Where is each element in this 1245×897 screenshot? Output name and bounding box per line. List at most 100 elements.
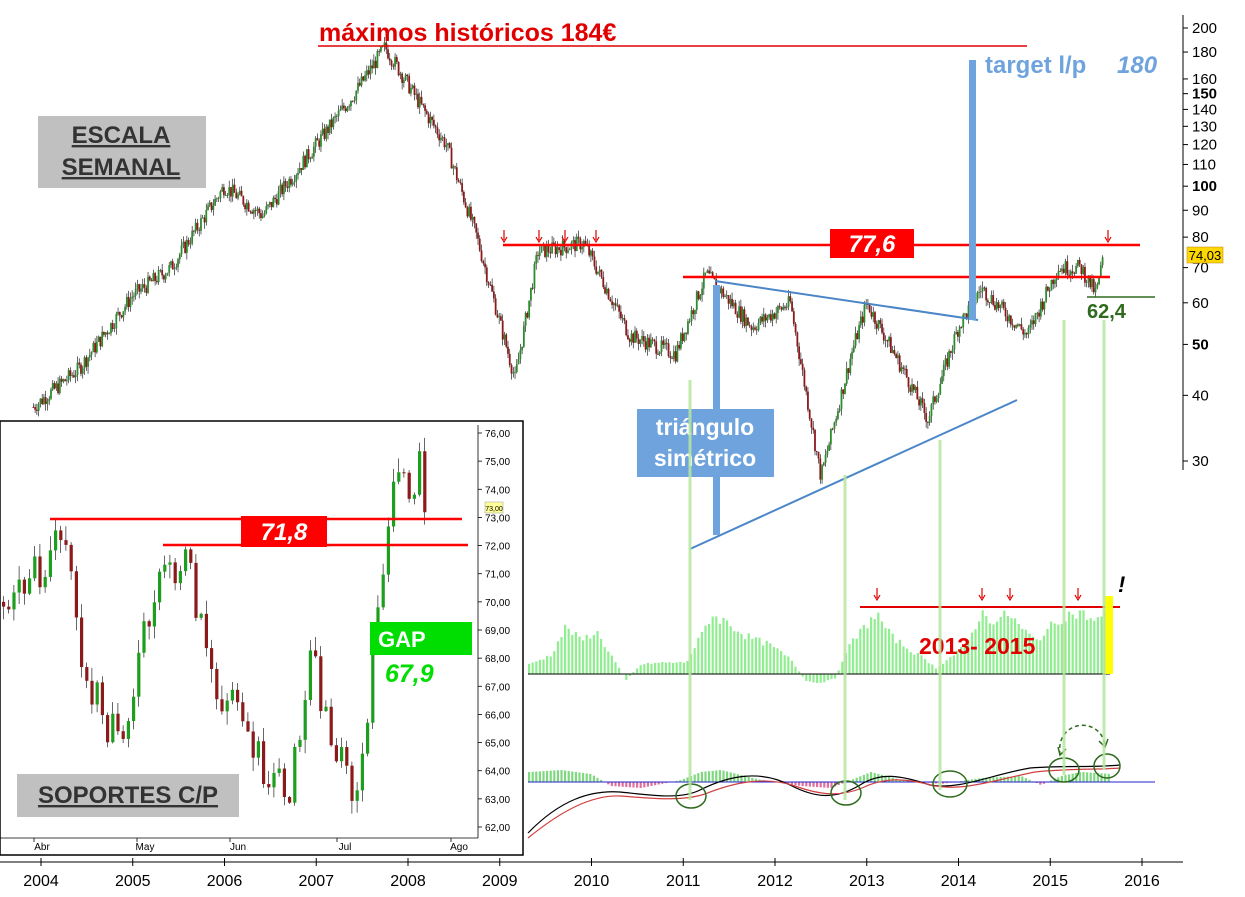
candle-body [768,314,770,317]
candle-body [304,156,306,167]
candle-body [479,239,481,251]
candle-body [129,299,131,308]
candle-body [105,332,107,334]
candle-body [399,74,401,76]
candle-body [96,342,98,353]
macd-histogram-bar [586,773,588,782]
histogram-bar [809,674,811,681]
inset-candle-body [200,614,203,618]
candle-body [899,355,901,371]
candle-body [410,88,412,93]
candle-body [214,199,216,206]
inset-candle-body [408,473,411,499]
candle-body [606,289,608,294]
histogram-bar [589,639,591,674]
candle-body [338,111,340,116]
candle-body [888,337,890,341]
ath-label: máximos históricos 184€ [319,19,616,47]
candle-body [68,370,70,380]
macd-histogram-bar [528,772,530,782]
candle-body [470,207,472,220]
inset-candle-body [168,562,171,564]
candle-body [361,76,363,85]
candle-body [601,270,603,277]
candle-body [472,217,474,220]
inset-candle-body [366,723,369,754]
histogram-bar [902,647,904,674]
candle-body [377,51,379,68]
main-x-tick-label: 2011 [666,873,701,890]
histogram-bar [859,629,861,674]
inset-last-price-label: 73,00 [485,506,503,513]
candle-body [751,326,753,330]
candle-body [796,332,798,346]
candle-body [953,334,955,349]
candle-body [417,94,419,108]
histogram-bar [942,664,944,674]
candle-body [556,247,558,254]
inset-y-tick-label: 74,00 [485,485,510,496]
candle-body [290,179,292,185]
candle-body [710,272,712,273]
candle-body [592,251,594,257]
candle-body [322,129,324,135]
candle-body [219,191,221,198]
candle-body [837,411,839,419]
candle-body [391,61,393,66]
histogram-bar [870,617,872,674]
histogram-bar [697,638,699,674]
candle-body [1091,279,1093,287]
candle-body [1082,267,1084,274]
main-y-tick-label: 50 [1192,336,1209,353]
macd-histogram-bar [816,782,818,787]
target-label: target l/p [985,52,1086,79]
candle-body [198,230,200,231]
candle-body [879,320,881,324]
candle-body [242,196,244,204]
main-x-tick-label: 2010 [574,873,610,890]
candle-body [202,218,204,219]
candle-body [1049,291,1051,292]
candle-body [107,332,109,334]
histogram-bar [715,616,717,674]
inset-candle-body [70,545,73,571]
macd-histogram-bar [557,770,559,782]
candle-body [726,295,728,296]
histogram-bar [600,639,602,674]
inset-candle-body [215,669,218,699]
candle-body [980,292,982,293]
candle-body [228,187,230,195]
inset-y-tick-label: 63,00 [485,795,510,806]
candle-body [941,376,943,384]
candle-body [414,86,416,95]
candle-body [1052,280,1054,284]
inset-candle-body [387,526,390,574]
candle-body [581,247,583,249]
candle-body [315,138,317,146]
candle-body [71,375,73,376]
macd-histogram-bar [802,782,804,786]
inset-candle-body [361,754,364,791]
main-x-tick-label: 2006 [207,873,243,890]
candle-body [253,210,255,214]
inset-candle-body [142,621,145,653]
main-x-tick-label: 2015 [1032,873,1068,890]
inset-y-tick-label: 73,00 [485,513,510,524]
candle-body [468,207,470,217]
macd-histogram-bar [686,777,688,782]
inset-candle-body [350,766,353,801]
last-price-label: 74,03 [1189,248,1222,263]
candle-body [444,137,446,147]
candle-body [373,61,375,69]
inset-candle-body [28,578,31,593]
candle-body [983,288,985,289]
candle-body [98,337,100,342]
candle-body [636,331,638,339]
candle-body [368,70,370,74]
main-y-tick-label: 100 [1192,178,1217,195]
candle-body [223,187,225,195]
candle-body [745,318,747,327]
macd-histogram-bar [694,775,696,782]
candle-body [722,288,724,296]
candle-body [324,129,326,139]
